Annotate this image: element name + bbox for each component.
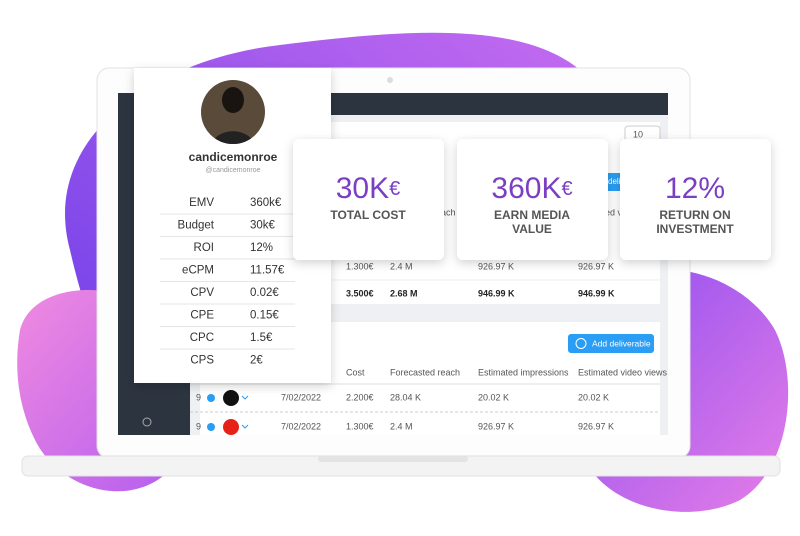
column-header: Estimated video views <box>578 367 668 377</box>
camera <box>387 77 393 83</box>
button-label: deli <box>608 177 621 186</box>
kpi-card <box>457 139 608 260</box>
metric-label: EMV <box>189 197 214 209</box>
cell: 20.02 K <box>578 392 609 402</box>
username: candicemonroe <box>189 150 278 164</box>
avatar <box>210 87 256 144</box>
metric-label: CPE <box>190 310 214 322</box>
button-label: Add deliverable <box>592 338 651 348</box>
metric-label: CPV <box>190 287 214 299</box>
cell: 926.97 K <box>478 421 514 431</box>
expand-chevron[interactable] <box>241 395 249 400</box>
cell: 28.04 K <box>390 392 421 402</box>
add-deliverable-button[interactable] <box>568 334 654 353</box>
cell: 20.02 K <box>478 392 509 402</box>
page-size: 10 <box>633 129 643 139</box>
tiktok-icon <box>223 390 239 406</box>
cell: 946.99 K <box>578 288 615 298</box>
date: 7/02/2022 <box>281 392 321 402</box>
metric-value: 12% <box>250 242 273 254</box>
kpi-amount: 12% <box>665 172 725 205</box>
column-header: Forecasted reach <box>390 367 460 377</box>
cell: 946.99 K <box>478 288 515 298</box>
youtube-icon <box>223 419 239 435</box>
kpi-label: INVESTMENT <box>656 222 734 236</box>
date: 7/02/2022 <box>281 421 321 431</box>
kpi-currency: € <box>389 178 400 200</box>
metric-value: 2€ <box>250 355 263 367</box>
kpi-value: 360K€ <box>491 172 572 205</box>
kpi-currency: € <box>561 178 572 200</box>
count: 9 <box>196 421 201 431</box>
status-dot <box>207 423 215 431</box>
kpi-amount: 30K <box>336 172 389 205</box>
cell: 2.4 M <box>390 261 413 271</box>
column-header: ach <box>441 207 456 217</box>
plus-icon <box>575 338 587 349</box>
expand-chevron[interactable] <box>241 424 249 429</box>
kpi-card <box>620 139 771 260</box>
cell: 926.97 K <box>478 261 514 271</box>
kpi-label: VALUE <box>512 222 552 236</box>
help-icon[interactable] <box>142 417 152 427</box>
metric-label: CPS <box>190 355 214 367</box>
kpi-value: 30K€ <box>336 172 401 205</box>
metric-value: 30k€ <box>250 220 276 232</box>
kpi-label: RETURN ON <box>659 208 730 222</box>
metric-label: eCPM <box>182 265 214 277</box>
cell: 926.97 K <box>578 261 614 271</box>
metric-value: 0.15€ <box>250 310 279 322</box>
cell: 1.300€ <box>346 421 374 431</box>
kpi-label: TOTAL COST <box>330 208 406 222</box>
cell: 2.200€ <box>346 392 374 402</box>
handle: @candicemonroe <box>206 167 261 174</box>
metric-value: 11.57€ <box>250 265 285 277</box>
column-header: Cost <box>346 367 365 377</box>
cell: 1.300€ <box>346 261 374 271</box>
kpi-card <box>293 139 444 260</box>
status-dot <box>207 394 215 402</box>
column-header: ed vi <box>605 207 624 217</box>
metric-value: 1.5€ <box>250 332 273 344</box>
column-header: Estimated impressions <box>478 367 569 377</box>
cell: 3.500€ <box>346 288 374 298</box>
cell: 2.68 M <box>390 288 418 298</box>
metric-label: CPC <box>190 332 214 344</box>
kpi-label: EARN MEDIA <box>494 208 570 222</box>
kpi-amount: 360K <box>491 172 561 205</box>
count: 9 <box>196 392 201 402</box>
metric-value: 0.02€ <box>250 287 279 299</box>
cell: 2.4 M <box>390 421 413 431</box>
metric-label: Budget <box>178 220 215 232</box>
notch <box>318 456 468 462</box>
metric-value: 360k€ <box>250 197 282 209</box>
metric-label: ROI <box>194 242 214 254</box>
cell: 926.97 K <box>578 421 614 431</box>
kpi-value: 12% <box>665 172 725 205</box>
